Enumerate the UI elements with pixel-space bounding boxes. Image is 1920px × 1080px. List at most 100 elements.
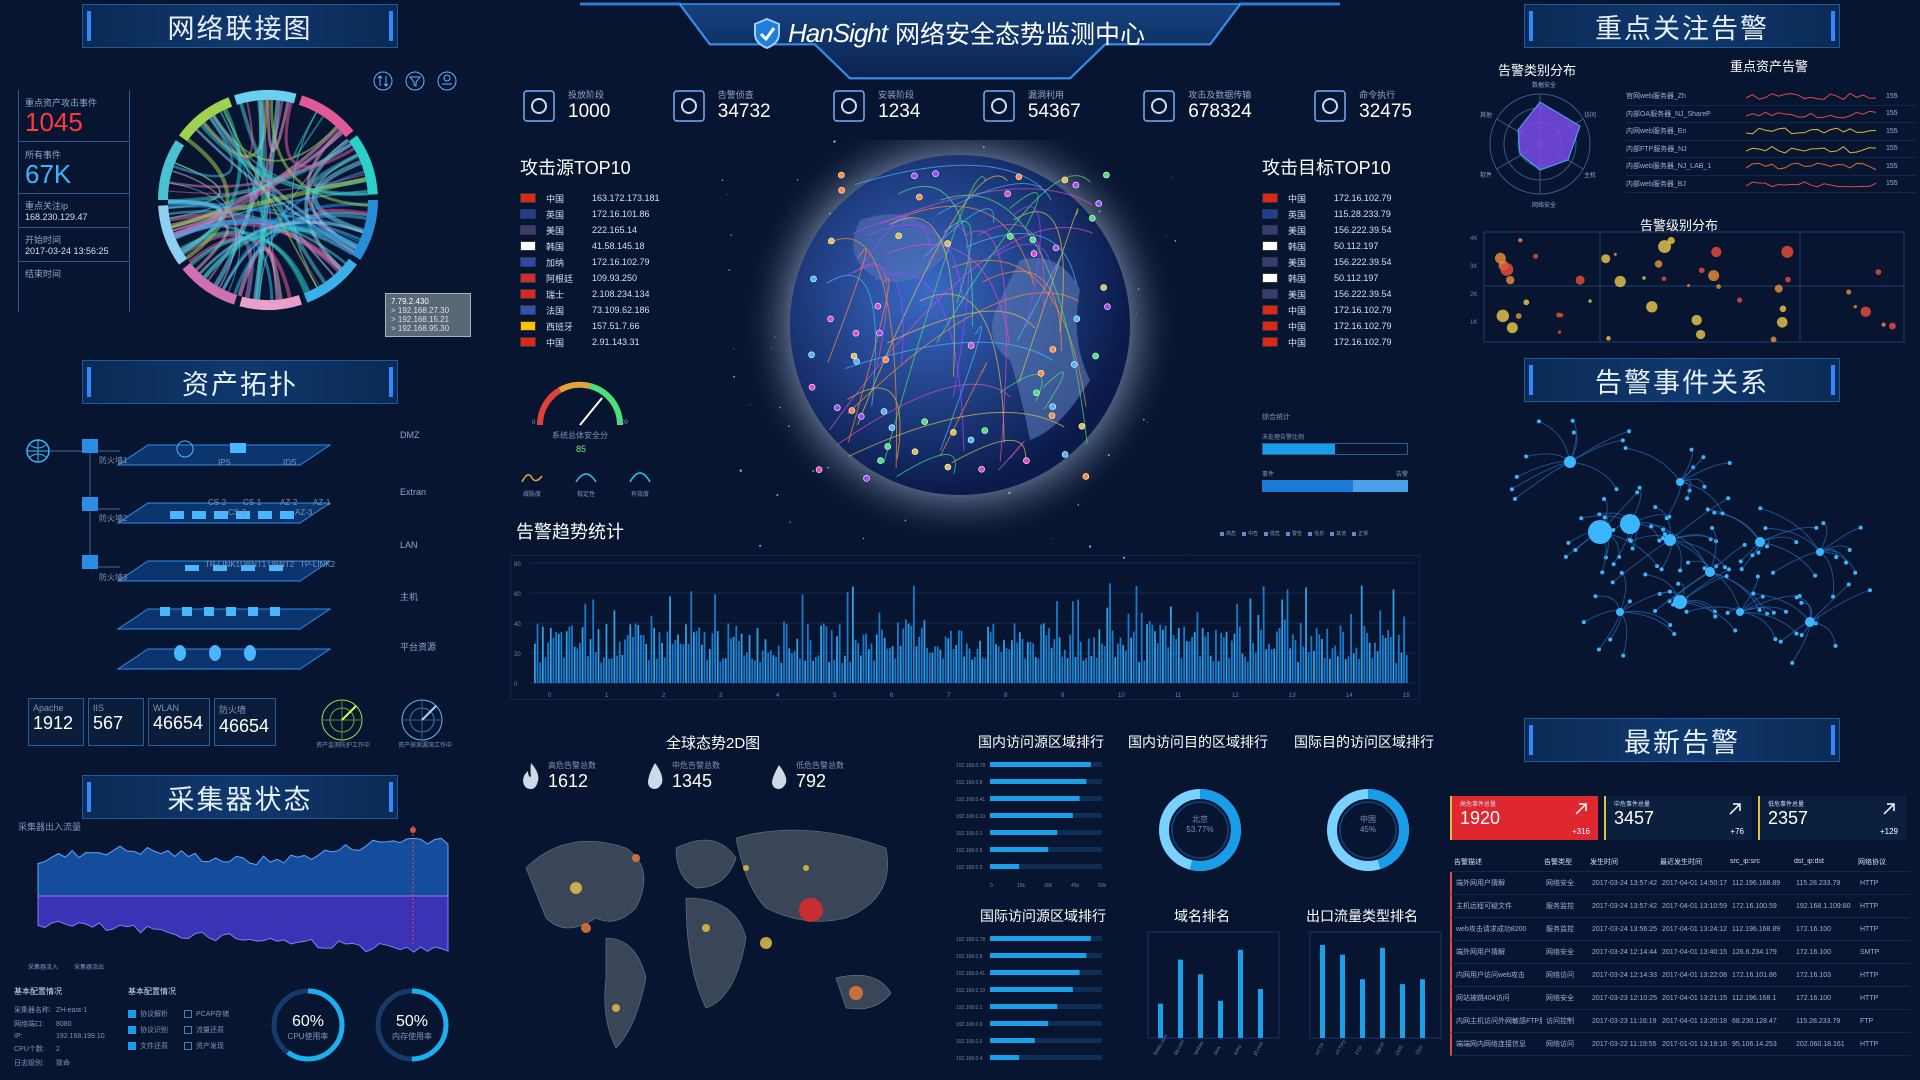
table-row[interactable]: 端外网用户猜解 网络安全 2017-03-24 13:57:42 2017-04-01… xyxy=(1450,872,1910,895)
bar-label: 192.168.0.6 xyxy=(956,1022,983,1028)
x-tick: 14 xyxy=(1346,693,1353,699)
zone-dmz: DMZ xyxy=(400,430,420,440)
fire-icon xyxy=(523,763,539,789)
flow-marker xyxy=(410,827,416,833)
trend-bar xyxy=(1344,659,1347,683)
stat-label: WLAN xyxy=(153,703,180,713)
chord-arc xyxy=(298,95,354,138)
relation-node xyxy=(1843,560,1848,565)
node-label-ids: IDS xyxy=(283,458,297,467)
location-icon[interactable] xyxy=(436,70,458,92)
filter-icon[interactable] xyxy=(404,70,426,92)
bar-label: 192.168.0.78 xyxy=(956,937,985,943)
latest-alert-table: 告警描述 告警类型 发生时间 最近发生时间 src_ip:src dst_ip:dst 网络… xyxy=(1450,852,1910,1056)
table-row[interactable]: 端端网内网络连接信息 网络访问 2017-03-22 11:19:55 2017-01… xyxy=(1450,1033,1910,1056)
trend-bar xyxy=(1117,643,1119,683)
trend-bar xyxy=(976,648,979,683)
flag-icon xyxy=(1262,241,1278,251)
memory-ring xyxy=(375,988,449,1062)
chord-arc xyxy=(303,258,357,303)
table-row[interactable]: 内网用户访问web攻击 网络访问 2017-03-24 12:14:33 2017-0… xyxy=(1450,964,1910,987)
globe-attack-map[interactable] xyxy=(720,140,1200,560)
column-header: 网络协议 xyxy=(1858,858,1886,866)
ip-label: 50.112.197 xyxy=(1334,273,1379,283)
relation-node xyxy=(1608,637,1613,642)
ip-label: 222.165.14 xyxy=(592,225,638,235)
relation-node xyxy=(1763,526,1768,531)
checkbox-checked[interactable] xyxy=(128,1042,136,1050)
router-icon xyxy=(269,565,283,571)
checkbox[interactable] xyxy=(184,1042,192,1050)
chord-toolbar xyxy=(372,70,458,92)
ip-label: 156.222.39.54 xyxy=(1334,225,1392,235)
kill-chain-item: 投放阶段 1000 xyxy=(522,88,610,123)
attack-line xyxy=(978,224,1045,306)
trend-bar xyxy=(1397,634,1400,683)
chord-diagram[interactable] xyxy=(148,80,388,320)
attack-point xyxy=(1092,352,1099,360)
table-row[interactable]: web攻击请求成功8200 服务监控 2017-03-24 13:56:25 2017… xyxy=(1450,918,1910,941)
table-row[interactable]: 主机远程可疑文件 服务监控 2017-03-24 13:57:42 2017-04-0… xyxy=(1450,895,1910,918)
trend-bar xyxy=(1273,648,1276,683)
asset-alert-list: 官网web服务器_Zh 155 内部OA服务器_NJ_ShareP 155 内网web服… xyxy=(1626,88,1916,193)
attack-point xyxy=(944,240,951,247)
trend-bar xyxy=(1215,630,1217,683)
attack-target-panel: 攻击目标TOP10 中国 172.16.102.79 英国 115.28.233.79… xyxy=(1262,154,1432,350)
trend-bar xyxy=(629,624,632,683)
checkbox-checked[interactable] xyxy=(128,1010,136,1018)
trend-bar xyxy=(1360,585,1363,683)
trend-bar xyxy=(1374,642,1376,683)
relation-edge xyxy=(1569,439,1623,463)
table-cell: 网络安全 xyxy=(1546,880,1574,887)
trend-bar xyxy=(1236,603,1239,683)
x-tick: 5 xyxy=(833,693,837,699)
trend-bar xyxy=(979,640,981,683)
trend-bar xyxy=(1162,629,1164,683)
attack-line xyxy=(1016,256,1062,342)
check-label: 资产发现 xyxy=(196,1043,224,1050)
trend-bar xyxy=(759,662,762,683)
bug-icon xyxy=(983,89,1015,122)
legend-swatch xyxy=(1264,531,1269,536)
checkbox-checked[interactable] xyxy=(128,1026,136,1034)
trend-bar xyxy=(1170,606,1172,683)
star xyxy=(1188,552,1190,554)
trend-bar xyxy=(981,657,984,683)
kill-chain-label: 告警侦查 xyxy=(717,90,754,100)
scatter-point xyxy=(1737,297,1743,303)
attack-row: 美国 222.165.14 xyxy=(520,222,690,238)
column-bar xyxy=(1400,984,1405,1038)
trend-bar xyxy=(587,656,589,683)
table-row[interactable]: 网站被跳404访问 网络安全 2017-03-23 12:10:25 2017-04-… xyxy=(1450,987,1910,1010)
trend-bar xyxy=(1005,647,1008,683)
attack-row: 中国 172.16.102.79 xyxy=(1262,190,1432,206)
relation-node xyxy=(1630,546,1635,551)
trend-bar xyxy=(1310,635,1313,683)
table-row[interactable]: 内网主机访问外网敏感FTP服务器访问控制 2017-03-23 11:16:19 2… xyxy=(1450,1010,1910,1033)
attack-point xyxy=(1037,369,1045,377)
ip-label: 156.222.39.54 xyxy=(1334,289,1392,299)
attack-point xyxy=(874,302,882,310)
kill-chain-value: 54367 xyxy=(1027,101,1081,122)
table-row[interactable]: 端外网用户猜解 网络安全 2017-03-24 12:14:44 2017-04-01… xyxy=(1450,941,1910,964)
trend-bar xyxy=(1106,607,1109,683)
event-relation-graph[interactable] xyxy=(1500,412,1900,682)
trend-bar xyxy=(1286,589,1289,683)
asset-value: 155 xyxy=(1886,145,1898,153)
table-cell: 172.16.103 xyxy=(1796,971,1832,979)
column-bar xyxy=(1420,979,1425,1038)
attack-point xyxy=(1104,303,1111,310)
attack-line xyxy=(883,176,986,464)
asset-name: 内部web服务器_NJ_LAB_1 xyxy=(1626,163,1712,171)
sort-icon[interactable] xyxy=(372,70,394,92)
world-map-2d[interactable] xyxy=(506,808,902,1056)
trend-bar xyxy=(677,634,679,683)
trend-bar xyxy=(1003,639,1005,683)
trend-bar xyxy=(1294,640,1297,683)
checkbox[interactable] xyxy=(184,1010,192,1018)
checkbox[interactable] xyxy=(184,1026,192,1034)
column-bar xyxy=(1158,1003,1163,1038)
column-label: DNS xyxy=(1395,1044,1406,1057)
trend-bar xyxy=(1223,637,1225,683)
alert-hotspot xyxy=(799,898,823,922)
